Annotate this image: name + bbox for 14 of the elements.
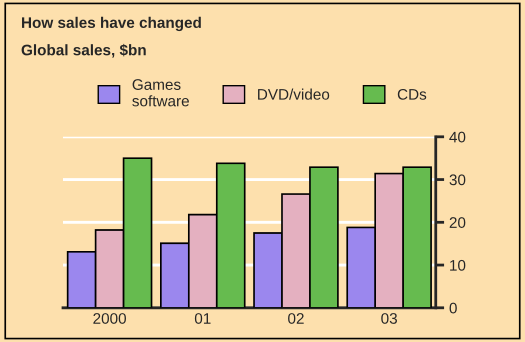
y-tick-label: 10 — [450, 260, 466, 271]
x-tick-label: 03 — [381, 313, 397, 324]
x-tick-label: 02 — [288, 313, 304, 324]
chart-subtitle: Global sales, $bn — [22, 44, 146, 58]
y-tick-label: 30 — [450, 174, 466, 186]
legend-label: CDs — [398, 88, 426, 100]
legend-label: DVD/video — [258, 88, 330, 100]
x-tick-label: 2000 — [93, 313, 126, 324]
y-tick-label: 20 — [450, 217, 466, 228]
y-tick-label: 40 — [449, 132, 466, 142]
chart-title: How sales have changed — [22, 16, 201, 32]
legend-label: Games software — [132, 79, 189, 106]
y-tick-label: 0 — [450, 302, 457, 314]
x-tick-label: 01 — [194, 313, 211, 324]
